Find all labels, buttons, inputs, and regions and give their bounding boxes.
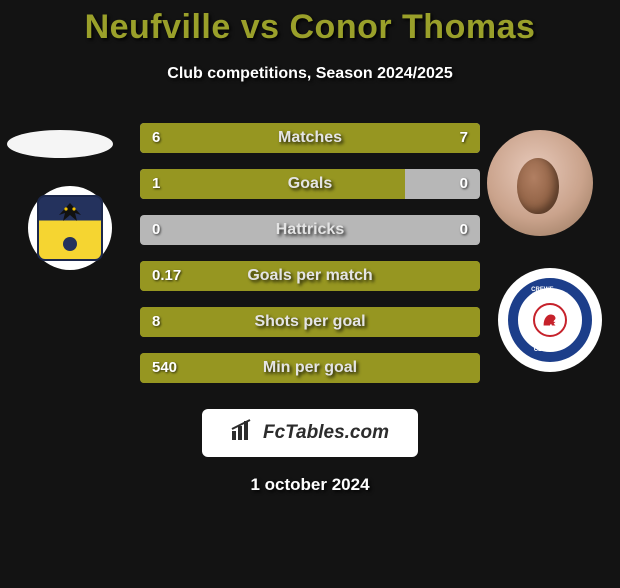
brand-badge: FcTables.com	[202, 409, 418, 457]
stat-row: 0.17Goals per match	[140, 261, 480, 291]
stat-label: Goals per match	[140, 261, 480, 291]
page-title: Neufville vs Conor Thomas	[0, 8, 620, 47]
stat-row: 540Min per goal	[140, 353, 480, 383]
stat-row: 10Goals	[140, 169, 480, 199]
date-text: 1 october 2024	[0, 475, 620, 495]
stat-label: Hattricks	[140, 215, 480, 245]
stats-container: 67Matches 10Goals 00Hattricks 0.17Goals per…	[0, 123, 620, 399]
stat-label: Goals	[140, 169, 480, 199]
stat-label: Shots per goal	[140, 307, 480, 337]
brand-text: FcTables.com	[263, 422, 389, 444]
stat-label: Matches	[140, 123, 480, 153]
bars-icon	[231, 419, 257, 447]
stat-label: Min per goal	[140, 353, 480, 383]
stat-row: 00Hattricks	[140, 215, 480, 245]
stat-row: 67Matches	[140, 123, 480, 153]
stat-row: 8Shots per goal	[140, 307, 480, 337]
subtitle: Club competitions, Season 2024/2025	[0, 65, 620, 83]
